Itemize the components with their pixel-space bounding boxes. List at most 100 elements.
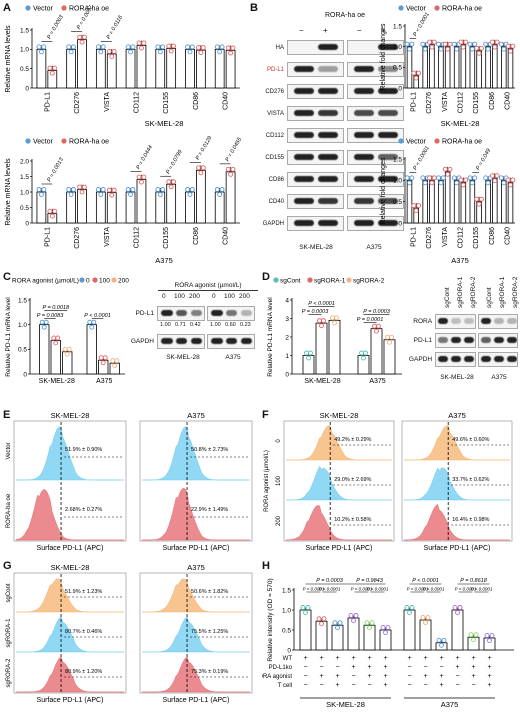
data-point-oe [479,45,484,51]
blot-b-row-label: CD276 [265,88,284,95]
legend-swatch [307,277,313,283]
blot-c-quant: 1.00 [160,322,171,328]
x-tick-label: CD155 [163,227,170,249]
legend-vector-swatch [25,138,31,144]
data-point-oe [79,39,85,45]
data-point [423,620,428,625]
data-point [102,355,108,361]
data-point-oe [494,173,500,179]
bar-vector [185,48,195,89]
flow-column-title: A375 [187,563,205,572]
blot-b-row-label: HA [275,44,284,51]
bar [98,359,109,375]
flow-row-label: 0 [276,439,282,443]
x-tick-label: VISTA [104,227,111,247]
y-tick-label: 0.5 [18,347,27,354]
bar [467,636,480,651]
data-point [332,620,338,626]
data-point-vector [157,192,163,197]
blot-c-cell-1: SK-MEL-28 [166,354,200,361]
blot-band [464,337,475,343]
flow-column-title: A375 [448,411,466,420]
blot-band [294,110,314,116]
data-point-oe [458,177,464,183]
y-tick-label: 2.0 [20,158,29,165]
treatment-sign: + [335,655,339,662]
data-point-vector [467,41,473,47]
blot-c-dose: 100 [174,293,185,300]
blot-d-membrane [477,352,518,367]
blot-b-membrane [287,106,344,121]
x-tick-label: CD112 [458,92,465,113]
blot-b-membrane [287,62,344,77]
bar [315,620,328,651]
legend-oe-label: RORA-ha oe [442,6,482,13]
blot-b-membrane [287,40,344,55]
bar-vector [66,48,76,89]
data-point-oe [413,208,419,214]
legend-vector-swatch [25,5,31,11]
treatment-sign: − [303,664,307,671]
data-point [452,605,458,610]
x-tick-label: CD112 [134,227,141,248]
bar-vector [125,48,136,89]
bar-vector [95,48,106,89]
data-point-oe [429,180,435,186]
bar-oe [196,49,206,89]
data-point [316,616,322,622]
data-point-oe [52,208,58,214]
data-point [489,633,495,638]
data-point [409,605,415,610]
bar [383,339,396,375]
flow-x-axis-title: Surface PD-L1 (APC) [37,545,104,552]
data-point-vector [160,187,166,192]
data-point [53,340,59,346]
bar-oe [444,171,451,224]
panel-label-e: E [3,409,11,421]
blot-d-membrane [435,333,476,348]
flow-histogram [142,578,250,613]
blot-d-cell-1: SK-MEL-28 [440,374,474,381]
legend-vector-label: Vector [406,139,427,146]
bar [451,609,464,651]
data-point [91,319,97,325]
treatment-sign: + [367,664,371,671]
blot-band [318,176,338,182]
data-point-oe [510,177,516,183]
data-point-vector [189,44,195,50]
panel-d-western-blot: sgCont sgRORA-1 sgRORA-2 sgCont sgRORA-1 sgRO… [408,274,520,394]
data-point-oe [447,41,453,47]
blot-c-header: RORA agonist (µmol/L) [158,282,258,291]
data-point-vector [407,46,412,52]
cell-line-label: SK-MEL-28 [441,119,480,128]
bar-vector [485,179,491,224]
data-point-vector [100,187,106,192]
treatment-sign: + [335,673,339,680]
data-point-vector [38,192,44,197]
blot-band [318,44,338,50]
gate-percentage: 80.7% ± 0.46% [65,629,102,635]
treatment-sign: + [303,655,307,662]
data-point [321,616,327,622]
panel-a-top-chart: Vector RORA-ha oe 0 0.5 1.0 1.5 Relative mRNA … [5,4,240,128]
blot-d-row-label: RORA [413,318,433,325]
data-point-oe [49,70,55,76]
data-point [41,324,47,330]
data-point-vector [66,44,72,50]
data-point-vector [95,44,101,50]
flow-frame [283,420,395,542]
treatment-row-label: PD-L1ko [269,665,293,671]
data-point-vector [219,44,225,50]
blot-b-membrane [347,216,404,231]
bar-oe [136,45,147,89]
data-point-oe [81,34,87,40]
gate-percentage: 49.2% ± 0.29% [334,437,371,443]
blot-b-lane-sign: − [357,26,362,35]
treatment-sign: − [351,682,355,689]
data-point-vector [217,49,223,55]
treatment-sign: − [407,682,411,689]
blot-b-row-label: CD155 [265,154,284,161]
blot-band [378,88,398,94]
data-point-vector [155,187,161,192]
data-point-vector [472,175,478,181]
